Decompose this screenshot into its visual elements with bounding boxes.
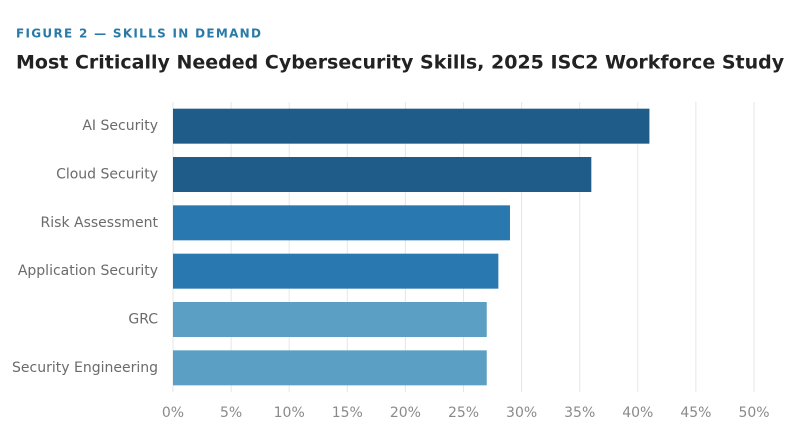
x-tick-label: 15% xyxy=(332,405,363,421)
y-tick-label: Cloud Security xyxy=(56,167,158,183)
x-tick-label: 30% xyxy=(506,405,537,421)
x-tick-label: 25% xyxy=(448,405,479,421)
x-tick-label: 50% xyxy=(738,405,769,421)
bar xyxy=(173,157,592,192)
y-tick-label: Risk Assessment xyxy=(41,215,159,231)
x-tick-label: 5% xyxy=(220,405,242,421)
x-tick-label: 35% xyxy=(564,405,595,421)
x-tick-label: 40% xyxy=(622,405,653,421)
y-tick-label: AI Security xyxy=(82,118,158,134)
x-tick-label: 0% xyxy=(162,405,184,421)
bar xyxy=(173,205,510,241)
x-tick-label: 20% xyxy=(390,405,421,421)
x-tick-label: 10% xyxy=(274,405,305,421)
bar xyxy=(173,253,499,289)
chart-title: Most Critically Needed Cybersecurity Ski… xyxy=(16,52,785,74)
y-tick-label: GRC xyxy=(128,312,158,328)
bar xyxy=(173,108,650,144)
y-tick-label: Security Engineering xyxy=(12,360,158,376)
y-tick-label: Application Security xyxy=(18,263,158,279)
chart-kicker: FIGURE 2 — SKILLS IN DEMAND xyxy=(16,27,262,41)
bar xyxy=(173,302,487,337)
bar xyxy=(173,350,487,386)
x-tick-label: 45% xyxy=(680,405,711,421)
